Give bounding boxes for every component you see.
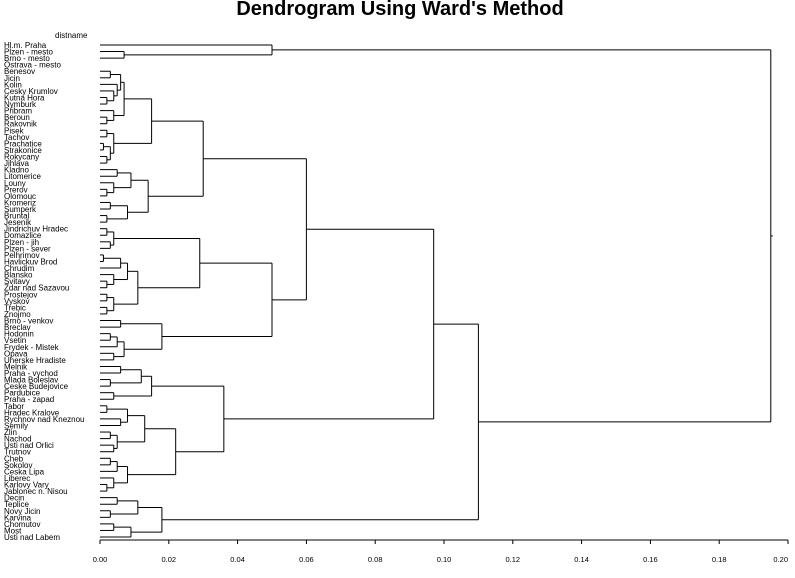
leaf-label: Prerov bbox=[4, 185, 28, 194]
leaf-label: Pelhrimov bbox=[4, 251, 40, 260]
leaf-label: Chrudim bbox=[4, 264, 35, 273]
leaf-label: Novy Jicin bbox=[4, 507, 40, 516]
leaf-label: Sumperk bbox=[4, 205, 37, 214]
leaf-label: Karvina bbox=[4, 513, 32, 522]
x-tick-label: 0.12 bbox=[505, 555, 520, 564]
leaf-label: Zdar nad Sazavou bbox=[4, 284, 69, 293]
leaf-label: Nymburk bbox=[4, 100, 37, 109]
leaf-label: Kromeriz bbox=[4, 198, 36, 207]
leaf-label: Benesov bbox=[4, 67, 35, 76]
leaf-label: Brno - mesto bbox=[4, 54, 50, 63]
dendrogram-branches bbox=[100, 44, 773, 538]
leaf-label: Uherske Hradiste bbox=[4, 356, 66, 365]
leaf-label: Chomutov bbox=[4, 520, 40, 529]
leaf-label: Liberec bbox=[4, 474, 30, 483]
leaf-label: Bruntal bbox=[4, 212, 30, 221]
leaf-label: Jihlava bbox=[4, 159, 29, 168]
leaf-label: Sokolov bbox=[4, 461, 32, 470]
x-tick-label: 0.16 bbox=[643, 555, 658, 564]
leaf-label: Decin bbox=[4, 494, 24, 503]
leaf-label: Prostejov bbox=[4, 290, 37, 299]
leaf-label: Cesky Krumlov bbox=[4, 87, 58, 96]
leaf-label: Ceska Lipa bbox=[4, 467, 45, 476]
leaf-label: Zlin bbox=[4, 428, 17, 437]
x-tick-label: 0.10 bbox=[437, 555, 452, 564]
leaf-label: Plzen - mesto bbox=[4, 48, 53, 57]
leaf-label: Hodonin bbox=[4, 330, 34, 339]
leaf-label: Beroun bbox=[4, 113, 30, 122]
x-tick-label: 0.18 bbox=[712, 555, 727, 564]
leaf-label: Strakonice bbox=[4, 146, 42, 155]
leaf-label: Jesenik bbox=[4, 218, 32, 227]
leaf-label: Melnik bbox=[4, 362, 28, 371]
x-tick-label: 0.06 bbox=[299, 555, 314, 564]
x-tick-label: 0.02 bbox=[161, 555, 176, 564]
x-tick-label: 0.00 bbox=[93, 555, 108, 564]
leaf-label: Jindrichuv Hradec bbox=[4, 225, 68, 234]
leaf-label: Ostrava - mesto bbox=[4, 61, 61, 70]
leaf-label: Cheb bbox=[4, 454, 24, 463]
leaf-label: Praha - vychod bbox=[4, 369, 58, 378]
leaf-label: Mlada Boleslav bbox=[4, 376, 58, 385]
leaf-label: Usti nad Labem bbox=[4, 533, 60, 542]
leaf-label: Nachod bbox=[4, 435, 32, 444]
leaf-label: Teplice bbox=[4, 500, 29, 509]
leaf-label: Prachatice bbox=[4, 139, 42, 148]
leaf-label: Tachov bbox=[4, 133, 29, 142]
leaf-label: Brno - venkov bbox=[4, 317, 53, 326]
leaf-label: Opava bbox=[4, 349, 28, 358]
leaf-label: Usti nad Orlici bbox=[4, 441, 54, 450]
leaf-label: Kutna Hora bbox=[4, 93, 45, 102]
leaf-label: Litomerice bbox=[4, 172, 41, 181]
x-tick-label: 0.20 bbox=[773, 555, 788, 564]
leaf-label: Most bbox=[4, 526, 22, 535]
leaf-label: Pisek bbox=[4, 126, 25, 135]
leaf-label: Breclav bbox=[4, 323, 31, 332]
leaf-label: Kladno bbox=[4, 166, 29, 175]
leaf-label: Kolin bbox=[4, 80, 22, 89]
leaf-label: Ceske Budejovice bbox=[4, 382, 69, 391]
leaf-label: Tabor bbox=[4, 402, 24, 411]
leaf-label: Znojmo bbox=[4, 310, 31, 319]
leaf-label: Blansko bbox=[4, 271, 33, 280]
leaf-label: Havlickuv Brod bbox=[4, 257, 57, 266]
x-axis: 0.00 0.02 0.04 0.06 0.08 0.10 0.12 0.14 0.16 0.18… bbox=[93, 539, 789, 564]
leaf-label: Hradec Kralove bbox=[4, 408, 60, 417]
leaf-label: Jicin bbox=[4, 74, 20, 83]
variable-label: distname bbox=[55, 31, 88, 40]
leaf-label: Olomouc bbox=[4, 192, 36, 201]
x-tick-label: 0.08 bbox=[368, 555, 383, 564]
leaf-label: Karlovy Vary bbox=[4, 481, 49, 490]
leaf-label: Plzen - sever bbox=[4, 244, 51, 253]
chart-title: Dendrogram Using Ward's Method bbox=[236, 0, 563, 20]
leaf-label: Hl.m. Praha bbox=[4, 41, 47, 50]
leaf-label: Louny bbox=[4, 179, 26, 188]
x-tick-label: 0.14 bbox=[574, 555, 589, 564]
leaf-label: Semily bbox=[4, 421, 28, 430]
x-tick-label: 0.04 bbox=[230, 555, 245, 564]
leaf-label: Pribram bbox=[4, 107, 32, 116]
leaf-label: Svitavy bbox=[4, 277, 30, 286]
leaf-label: Pardubice bbox=[4, 389, 41, 398]
leaf-label: Plzen - jih bbox=[4, 238, 39, 247]
leaf-label: Rakovnik bbox=[4, 120, 38, 129]
leaf-label: Trutnov bbox=[4, 448, 31, 457]
leaf-label: Frydek - Mistek bbox=[4, 343, 60, 352]
leaf-label: Vsetin bbox=[4, 336, 26, 345]
leaf-label: Trebic bbox=[4, 303, 26, 312]
leaf-label: Jablonec n. Nisou bbox=[4, 487, 68, 496]
leaf-label: Rokycany bbox=[4, 153, 39, 162]
leaf-label: Rychnov nad Kneznou bbox=[4, 415, 85, 424]
leaf-label: Praha - zapad bbox=[4, 395, 54, 404]
leaf-label: Domazlice bbox=[4, 231, 42, 240]
leaf-label: Vyskov bbox=[4, 297, 30, 306]
